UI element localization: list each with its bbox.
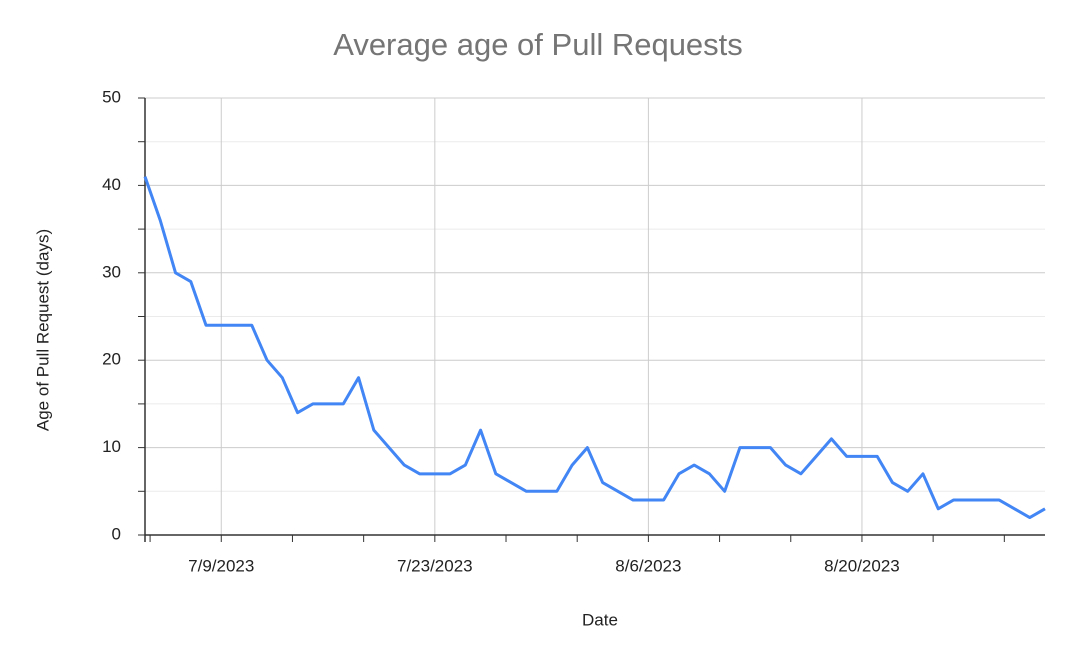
chart-title: Average age of Pull Requests bbox=[333, 27, 743, 62]
y-tick-label: 50 bbox=[102, 87, 121, 106]
y-tick-label: 10 bbox=[102, 437, 121, 456]
x-tick-label: 8/20/2023 bbox=[824, 556, 900, 575]
y-tick-label: 0 bbox=[112, 524, 121, 543]
data-line bbox=[143, 176, 1046, 520]
x-axis-label: Date bbox=[582, 610, 618, 629]
x-tick-label: 7/23/2023 bbox=[397, 556, 473, 575]
x-tick-label: 8/6/2023 bbox=[615, 556, 681, 575]
y-tick-label: 20 bbox=[102, 350, 121, 369]
x-tick-label: 7/9/2023 bbox=[188, 556, 254, 575]
y-axis-label: Age of Pull Request (days) bbox=[33, 229, 52, 431]
y-tick-label: 40 bbox=[102, 175, 121, 194]
y-tick-label: 30 bbox=[102, 262, 121, 281]
